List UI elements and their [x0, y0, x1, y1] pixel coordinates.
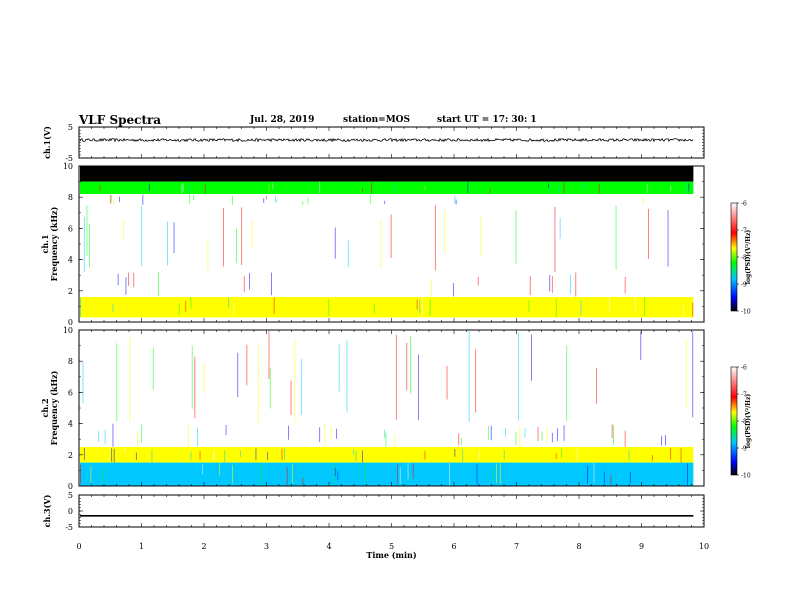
spectrogram-texture-2 [80, 330, 694, 486]
y-tick-label-0-0: 5 [68, 123, 73, 132]
y-tick-label-2-3: 6 [68, 388, 73, 397]
y-axis-label-0-0: ch.1(V) [42, 126, 52, 159]
y-tick-label-2-2: 4 [68, 420, 73, 429]
y-tick-label-1-5: 10 [63, 162, 73, 171]
y-tick-label-2-5: 10 [63, 326, 73, 335]
y-tick-label-2-0: 0 [68, 482, 73, 491]
start-time-label: start UT = 17: 30: 1 [437, 115, 537, 125]
band-2-2 [80, 447, 694, 463]
colorbar-tick-3: -9 [741, 446, 747, 453]
colorbar-tick-4: -10 [741, 309, 751, 316]
band-2-1 [80, 423, 694, 447]
spectrogram-bands-2 [80, 330, 694, 486]
y-tick-label-3-1: 0 [68, 507, 73, 516]
colorbar-label: log(PSD)(V²/Hz) [745, 394, 752, 449]
y-tick-label-1-4: 8 [68, 193, 73, 202]
band-1-3 [80, 205, 694, 273]
colorbar-tick-0: -6 [741, 365, 747, 372]
ch2-spectrogram-panel: 0 2 4 6 8 10 ch.2 Frequency (kHz) [40, 326, 705, 491]
x-tick-label-2: 2 [201, 542, 206, 551]
y-tick-label-2-4: 8 [68, 357, 73, 366]
band-2-0 [80, 330, 694, 424]
x-tick-label-4: 4 [326, 542, 331, 551]
colorbar-tick-1: -7 [741, 392, 747, 399]
spectrogram-texture-1 [80, 181, 694, 318]
x-tick-label-10: 10 [699, 542, 709, 551]
x-tick-label-1: 1 [139, 542, 144, 551]
y-tick-label-1-0: 0 [68, 318, 73, 327]
y-axis-label-1-0: ch.1 [40, 234, 50, 253]
x-tick-label-3: 3 [264, 542, 269, 551]
ch3-waveform-panel: 5 0 -5 ch.3(V) [42, 491, 705, 532]
band-1-2 [80, 194, 694, 205]
colorbar-tick-4: -10 [741, 473, 751, 480]
band-1-1 [80, 181, 694, 195]
x-tick-label-5: 5 [389, 542, 394, 551]
y-axis-label-1-1: Frequency (kHz) [49, 206, 59, 281]
colorbar-tick-0: -6 [741, 201, 747, 208]
band-1-0 [80, 166, 694, 182]
ch1-waveform-line [79, 137, 694, 143]
x-tick-label-0: 0 [76, 542, 81, 551]
band-2-3 [80, 462, 694, 486]
y-axis-label-2-1: Frequency (kHz) [49, 370, 59, 445]
x-tick-label-6: 6 [451, 542, 456, 551]
ch2-colorbar: -6 -7 -8 -9 -10 log(PSD)(V²/Hz) [730, 365, 752, 480]
x-tick-label-8: 8 [576, 542, 581, 551]
y-tick-label-2-1: 2 [68, 451, 73, 460]
station-label: station=MOS [343, 115, 411, 125]
x-tick-label-7: 7 [514, 542, 519, 551]
spectrogram-bands-1 [80, 166, 694, 318]
y-tick-label-3-2: -5 [65, 523, 73, 532]
time-axis: 0 1 2 3 4 5 6 7 8 9 10 Time (min) [76, 542, 709, 560]
y-tick-label-0-1: -5 [65, 154, 73, 163]
y-tick-label-1-2: 4 [68, 256, 73, 265]
x-tick-label-9: 9 [639, 542, 644, 551]
y-tick-label-1-1: 2 [68, 287, 73, 296]
colorbar-scale [730, 202, 738, 312]
band-1-5 [80, 297, 694, 318]
ch1-colorbar: -6 -7 -8 -9 -10 log(PSD)(V²/Hz) [730, 201, 752, 316]
colorbar-scale [730, 366, 738, 476]
colorbar-tick-2: -8 [741, 419, 747, 426]
x-axis-label: Time (min) [366, 550, 416, 560]
y-tick-label-3-0: 5 [68, 491, 73, 500]
ch1-spectrogram-panel: 0 2 4 6 8 10 ch.1 Frequency (kHz) [40, 162, 705, 327]
colorbar-tick-2: -8 [741, 255, 747, 262]
y-axis-label-2-0: ch.2 [40, 398, 50, 417]
colorbar-tick-3: -9 [741, 282, 747, 289]
ch1-waveform-panel: 5 -5 ch.1(V) [42, 123, 705, 163]
date-label: Jul. 28, 2019 [250, 115, 315, 125]
y-tick-label-1-3: 6 [68, 224, 73, 233]
band-1-4 [80, 272, 694, 298]
panel-frame-3 [78, 494, 705, 528]
colorbar-label: log(PSD)(V²/Hz) [745, 230, 752, 285]
y-axis-label-3-0: ch.3(V) [42, 494, 52, 527]
panel-frame-0 [78, 126, 705, 159]
colorbar-tick-1: -7 [741, 228, 747, 235]
figure-title: VLF Spectra [79, 113, 162, 127]
